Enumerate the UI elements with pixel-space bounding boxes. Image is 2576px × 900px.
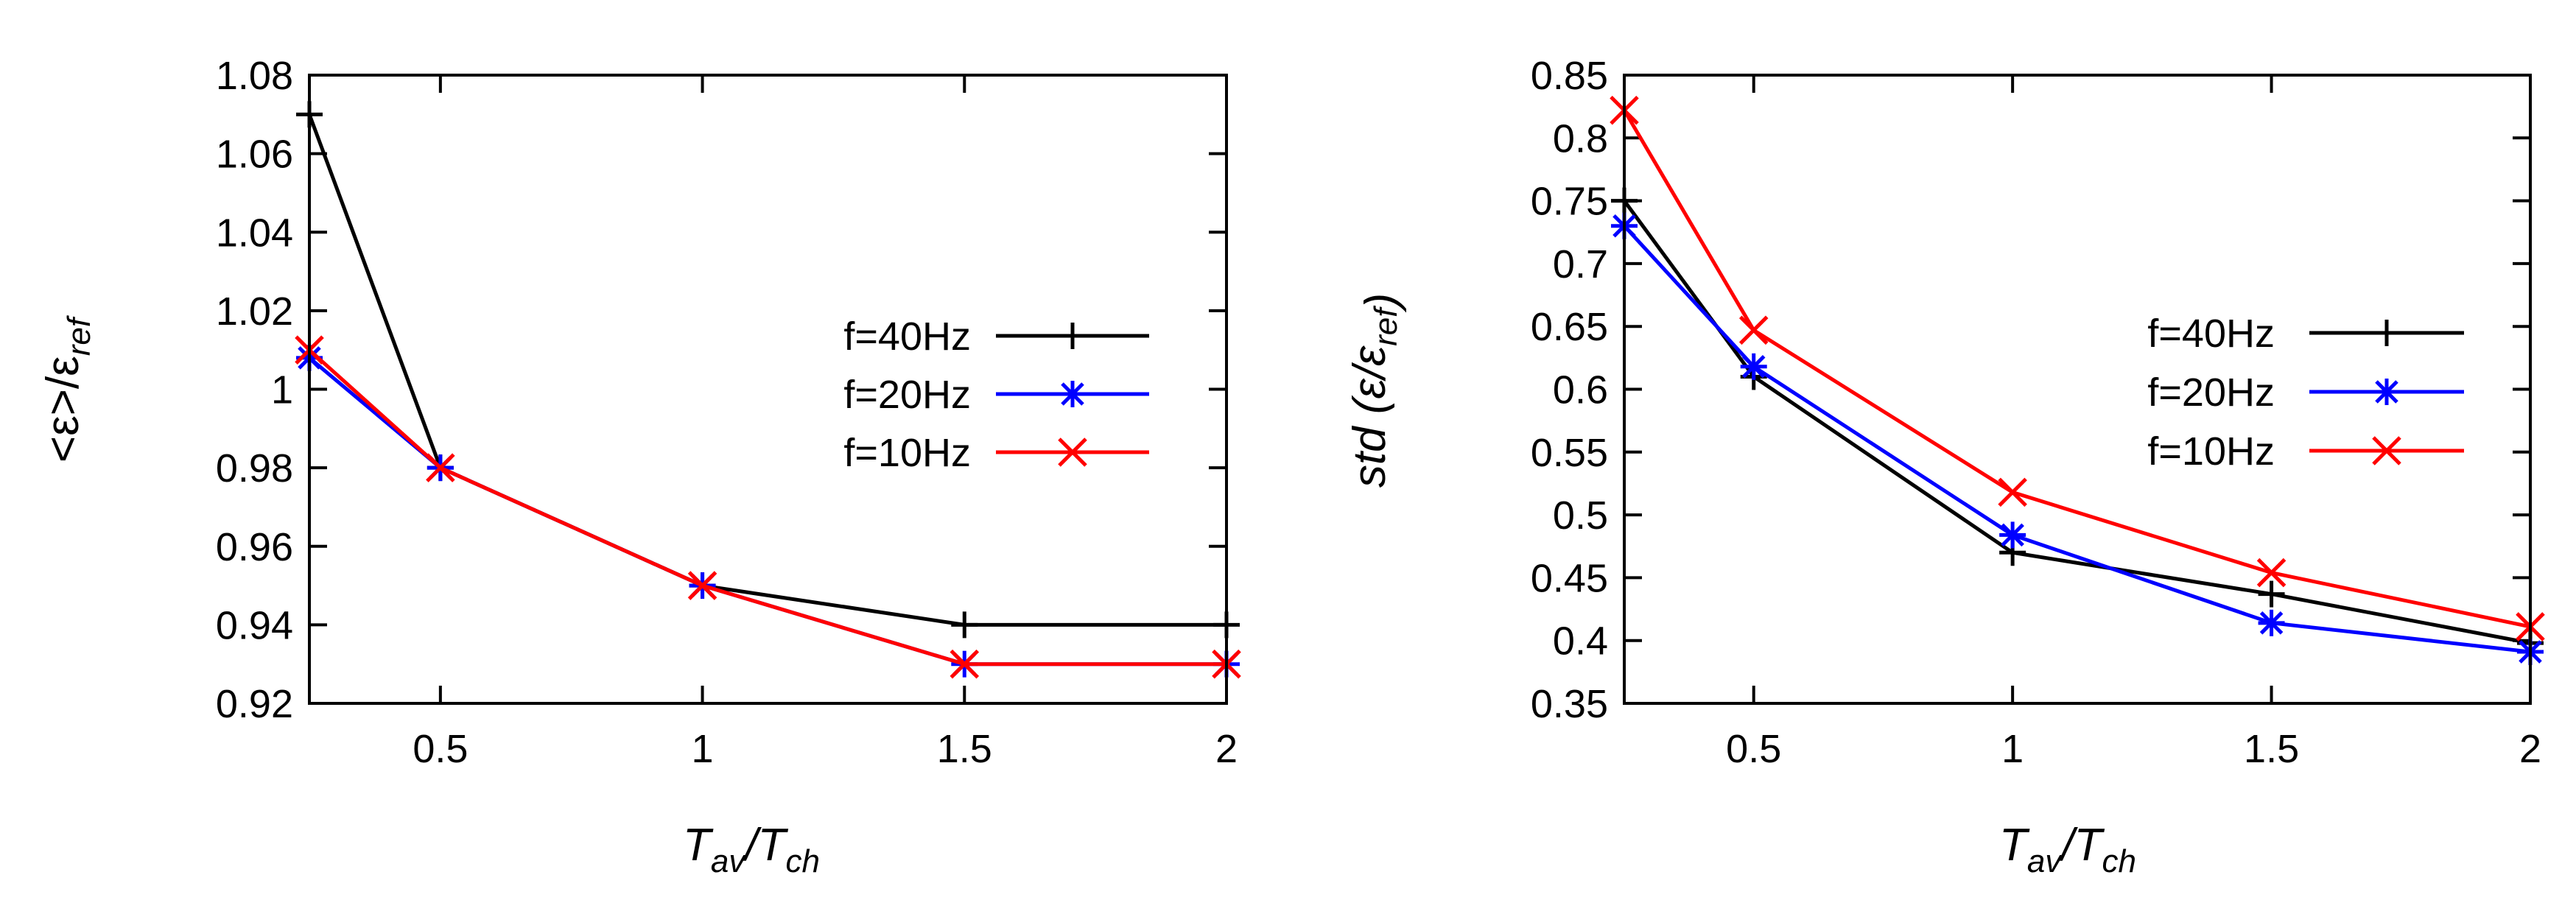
data-point [426, 453, 455, 482]
legend-label: f=40Hz [2147, 312, 2275, 356]
legend-marker [1059, 323, 1086, 349]
y-tick-label: 0.65 [1531, 305, 1608, 349]
y-tick-label: 0.94 [216, 603, 293, 647]
y-axis-label: std (ε/εref) [1344, 293, 1407, 488]
data-point [2258, 580, 2285, 608]
data-point [951, 611, 978, 639]
y-tick-label: 0.55 [1531, 431, 1608, 475]
x-tick-label: 2 [1215, 727, 1238, 771]
y-tick-label: 0.35 [1531, 682, 1608, 726]
x-tick-label: 1 [692, 727, 714, 771]
y-tick-label: 0.5 [1553, 493, 1608, 538]
legend-marker [1059, 381, 1086, 407]
y-tick-label: 1.04 [216, 211, 293, 255]
plot-frame [1623, 74, 2532, 705]
data-point [687, 571, 717, 600]
x-tick-label: 1.5 [2244, 727, 2299, 771]
data-point [1999, 521, 2026, 549]
y-tick-label: 1.06 [216, 133, 293, 177]
y-tick-label: 0.4 [1553, 619, 1608, 664]
tick-labels: 0.92 0.94 0.96 0.98 1 1.02 1.04 1.06 1.08 0.5 1 1.5… [216, 54, 1238, 771]
y-tick-label: 1.08 [216, 54, 293, 98]
y-tick-label: 0.8 [1553, 116, 1608, 161]
legend-label: f=20Hz [843, 373, 971, 417]
y-tick-label: 0.98 [216, 446, 293, 491]
y-tick-label: 1 [271, 368, 293, 412]
legend-marker [2373, 379, 2400, 405]
x-tick-label: 1.5 [937, 727, 992, 771]
x-tick-label: 0.5 [1726, 727, 1781, 771]
legend: f=40Hz f=20Hz f=10Hz [843, 314, 1149, 475]
legend: f=40Hz f=20Hz f=10Hz [2147, 312, 2464, 474]
y-tick-label: 0.75 [1531, 180, 1608, 224]
legend-marker [2372, 436, 2401, 465]
legend-label: f=20Hz [2147, 370, 2275, 415]
tick-labels: 0.35 0.4 0.45 0.5 0.55 0.6 0.65 0.7 0.75 0.8 0.85 0… [1531, 54, 2541, 771]
y-tick-label: 0.96 [216, 525, 293, 569]
data-point [1740, 353, 1767, 380]
x-axis-label: Tav/Tch [1999, 820, 2136, 879]
y-tick-label: 0.85 [1531, 54, 1608, 98]
data-point [950, 649, 980, 679]
data-point [2258, 609, 2285, 636]
x-axis-label: Tav/Tch [683, 820, 820, 879]
y-tick-label: 1.02 [216, 289, 293, 334]
plot-frame [308, 74, 1228, 705]
chart-std-ratio: 0.35 0.4 0.45 0.5 0.55 0.6 0.65 0.7 0.75 0.8 0.85 0… [1344, 54, 2545, 879]
legend-label: f=10Hz [2147, 429, 2275, 474]
legend-marker [1058, 437, 1087, 467]
data-point [1998, 477, 2027, 507]
y-tick-label: 0.7 [1553, 242, 1608, 286]
x-tick-label: 0.5 [413, 727, 468, 771]
y-axis-label: <ε>/εref [38, 314, 97, 463]
data-point [1738, 315, 1769, 345]
x-tick-label: 1 [2001, 727, 2024, 771]
y-tick-label: 0.6 [1553, 368, 1608, 412]
y-tick-label: 0.92 [216, 682, 293, 726]
x-tick-label: 2 [2519, 727, 2541, 771]
legend-marker [2373, 320, 2400, 346]
y-tick-label: 0.45 [1531, 556, 1608, 600]
legend-label: f=40Hz [843, 314, 971, 359]
legend-label: f=10Hz [843, 431, 971, 475]
data-point [2256, 558, 2287, 588]
chart-mean-ratio: 0.92 0.94 0.96 0.98 1 1.02 1.04 1.06 1.08 0.5 1 1.5… [38, 54, 1241, 879]
